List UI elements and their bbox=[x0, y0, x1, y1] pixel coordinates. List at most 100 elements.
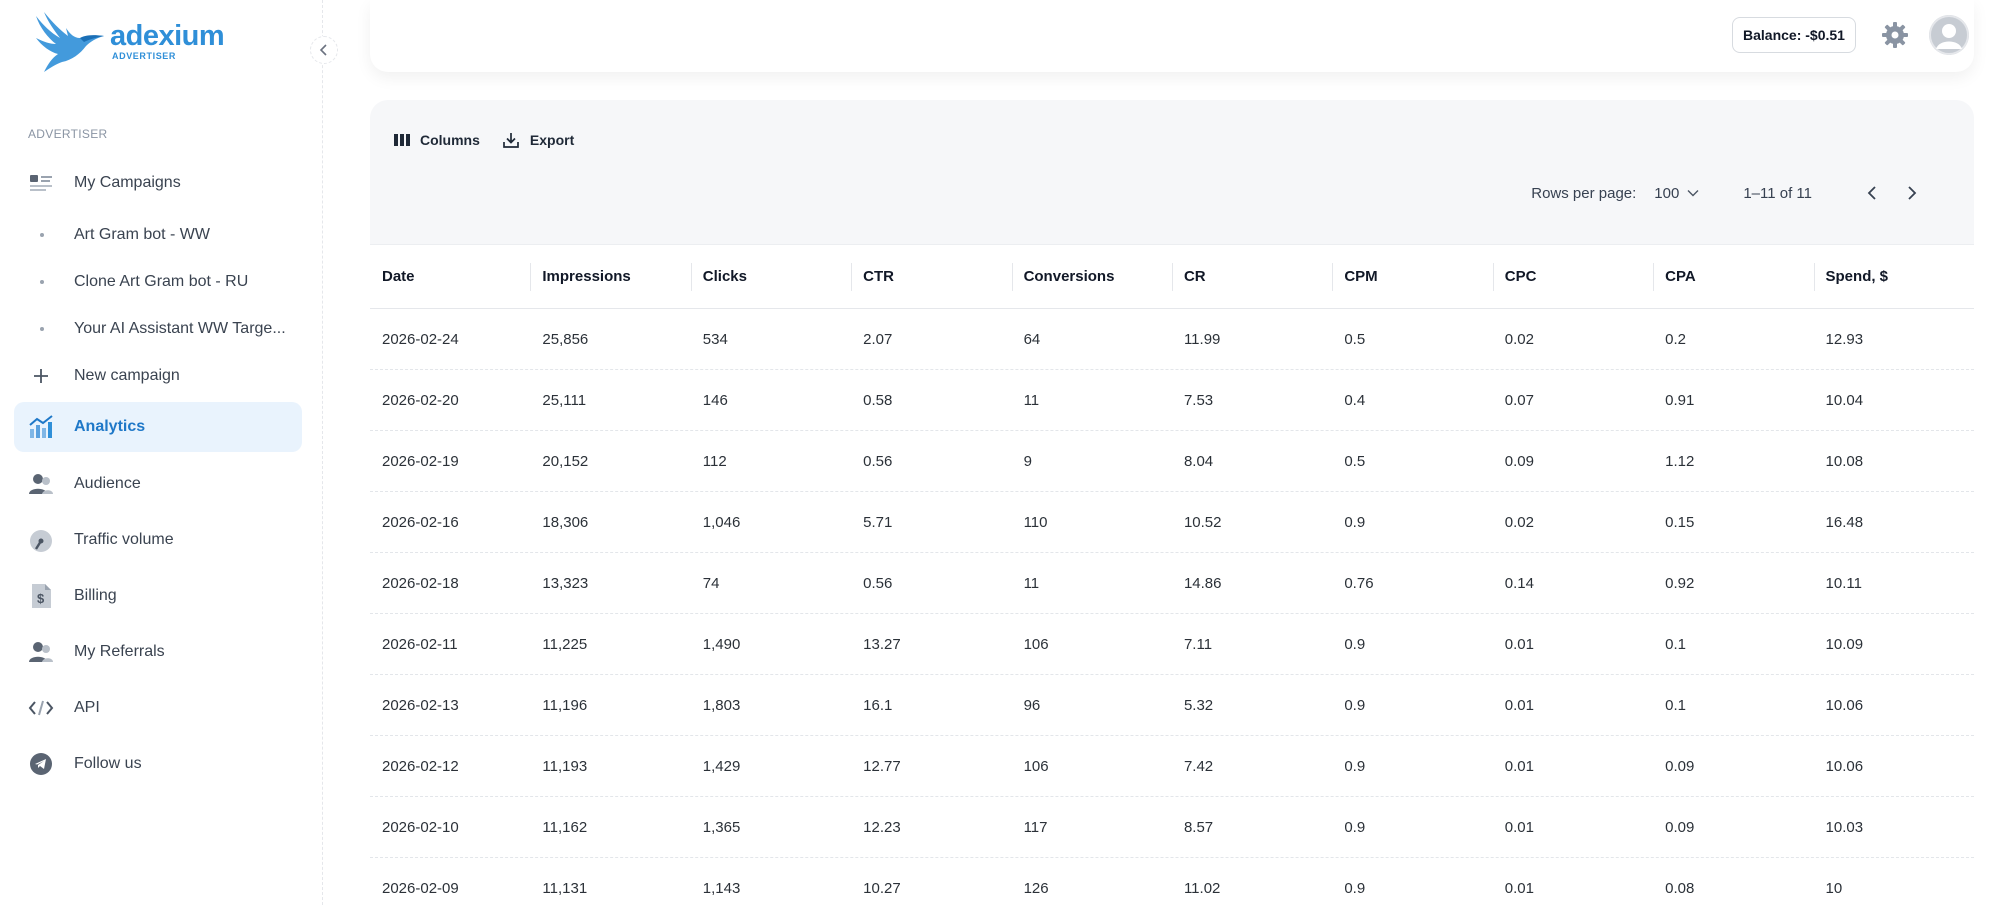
sidebar-item-campaign-clone-art-gram-ru[interactable]: Clone Art Gram bot - RU bbox=[14, 257, 302, 307]
table-cell: 25,856 bbox=[542, 330, 589, 348]
table-cell: 10.08 bbox=[1825, 452, 1864, 470]
sidebar-collapse-button[interactable] bbox=[310, 36, 338, 64]
table-cell: 0.1 bbox=[1665, 635, 1686, 653]
sidebar-item-my-campaigns[interactable]: My Campaigns bbox=[14, 158, 302, 208]
table-cell: 0.9 bbox=[1344, 696, 1366, 714]
rows-per-page-select[interactable]: 100 bbox=[1654, 185, 1699, 202]
sidebar-item-analytics[interactable]: Analytics bbox=[14, 402, 302, 452]
sidebar: adexium ADVERTISER ADVERTISER My Campaig… bbox=[0, 0, 323, 905]
balance-badge[interactable]: Balance: -$0.51 bbox=[1732, 17, 1856, 53]
sidebar-item-follow-us[interactable]: Follow us bbox=[14, 739, 302, 789]
table-cell: 2026-02-10 bbox=[382, 818, 459, 836]
table-row[interactable]: 2026-02-18 13,323 74 0.56 11 14.86 0.76 0.14 0.9… bbox=[370, 553, 1974, 614]
table-cell: 0.09 bbox=[1665, 818, 1695, 836]
previous-page-button[interactable] bbox=[1858, 179, 1886, 207]
column-header-clicks[interactable]: Clicks bbox=[690, 245, 851, 309]
table-cell: 2.07 bbox=[863, 330, 893, 348]
table-cell: 0.56 bbox=[863, 452, 893, 470]
table-cell: 64 bbox=[1023, 330, 1041, 348]
sidebar-item-label: New campaign bbox=[74, 367, 180, 384]
table-cell: 0.01 bbox=[1504, 696, 1534, 714]
table-cell: 117 bbox=[1023, 818, 1048, 836]
sidebar-item-label: Clone Art Gram bot - RU bbox=[74, 273, 249, 290]
table-cell: 146 bbox=[702, 391, 728, 409]
brand-sub: ADVERTISER bbox=[112, 51, 177, 61]
table-row[interactable]: 2026-02-12 11,193 1,429 12.77 106 7.42 0.9 0.01… bbox=[370, 736, 1974, 797]
table-cell: 0.92 bbox=[1665, 574, 1695, 592]
table-cell: 14.86 bbox=[1183, 574, 1222, 592]
table-cell: 0.1 bbox=[1665, 696, 1686, 714]
dollar-doc-icon: $ bbox=[28, 583, 54, 609]
table-body: 2026-02-24 25,856 534 2.07 64 11.99 0.5 0.02 0.2… bbox=[370, 309, 1974, 905]
telegram-icon bbox=[28, 751, 54, 777]
table-cell: 0.02 bbox=[1504, 330, 1534, 348]
settings-button[interactable] bbox=[1880, 20, 1910, 50]
export-button[interactable]: Export bbox=[500, 126, 576, 154]
table-row[interactable]: 2026-02-10 11,162 1,365 12.23 117 8.57 0.9 0.01… bbox=[370, 797, 1974, 858]
column-header-date[interactable]: Date bbox=[382, 268, 415, 285]
sidebar-item-campaign-art-gram-ww[interactable]: Art Gram bot - WW bbox=[14, 210, 302, 260]
sidebar-item-traffic-volume[interactable]: Traffic volume bbox=[14, 515, 302, 565]
rows-per-page-value: 100 bbox=[1654, 184, 1680, 202]
table-cell: 0.02 bbox=[1504, 513, 1534, 531]
table-cell: 16.48 bbox=[1825, 513, 1864, 531]
table-row[interactable]: 2026-02-24 25,856 534 2.07 64 11.99 0.5 0.02 0.2… bbox=[370, 309, 1974, 370]
table-cell: 0.9 bbox=[1344, 818, 1366, 836]
sidebar-item-audience[interactable]: Audience bbox=[14, 459, 302, 509]
next-page-button[interactable] bbox=[1898, 179, 1926, 207]
export-button-label: Export bbox=[529, 132, 575, 148]
table-cell: 5.71 bbox=[863, 513, 893, 531]
columns-button-label: Columns bbox=[420, 132, 480, 148]
column-header-impressions[interactable]: Impressions bbox=[530, 245, 690, 309]
table-cell: 106 bbox=[1023, 635, 1049, 653]
table-cell: 13,323 bbox=[542, 574, 589, 592]
table-row[interactable]: 2026-02-13 11,196 1,803 16.1 96 5.32 0.9 0.01 0.… bbox=[370, 675, 1974, 736]
code-icon bbox=[28, 695, 54, 721]
table-cell: 11,193 bbox=[542, 757, 588, 775]
list-icon bbox=[28, 170, 54, 196]
column-header-ctr[interactable]: CTR bbox=[851, 245, 1011, 309]
table-cell: 1,143 bbox=[702, 879, 741, 897]
table-cell: 12.93 bbox=[1825, 330, 1864, 348]
table-cell: 1,046 bbox=[702, 513, 741, 531]
user-avatar-button[interactable] bbox=[1929, 15, 1969, 55]
table-cell: 2026-02-24 bbox=[382, 330, 459, 348]
columns-button[interactable]: Columns bbox=[392, 126, 482, 154]
user-avatar-icon bbox=[1929, 15, 1969, 55]
sidebar-item-campaign-ai-assistant[interactable]: Your AI Assistant WW Targe... bbox=[14, 304, 302, 354]
table-cell: 0.9 bbox=[1344, 879, 1366, 897]
sidebar-item-my-referrals[interactable]: My Referrals bbox=[14, 627, 302, 677]
brand-logo[interactable]: adexium ADVERTISER bbox=[30, 6, 230, 76]
table-cell: 0.08 bbox=[1665, 879, 1695, 897]
table-row[interactable]: 2026-02-19 20,152 112 0.56 9 8.04 0.5 0.09 1.12 1… bbox=[370, 431, 1974, 492]
chevron-left-icon bbox=[1867, 186, 1876, 200]
table-cell: 110 bbox=[1023, 513, 1048, 531]
sidebar-item-new-campaign[interactable]: New campaign bbox=[14, 351, 302, 401]
column-header-cr[interactable]: CR bbox=[1171, 245, 1332, 309]
table-cell: 0.2 bbox=[1665, 330, 1686, 348]
table-cell: 2026-02-20 bbox=[382, 391, 459, 409]
column-header-cpc[interactable]: CPC bbox=[1492, 245, 1653, 309]
table-row[interactable]: 2026-02-09 11,131 1,143 10.27 126 11.02 0.9 0.0… bbox=[370, 858, 1974, 905]
chevron-right-icon bbox=[1908, 186, 1917, 200]
bullet-icon bbox=[40, 280, 44, 284]
chevron-left-icon bbox=[319, 44, 327, 56]
column-header-cpa[interactable]: CPA bbox=[1653, 245, 1813, 309]
bullet-icon bbox=[40, 233, 44, 237]
table-cell: 1.12 bbox=[1665, 452, 1695, 470]
sidebar-item-api[interactable]: API bbox=[14, 683, 302, 733]
table-cell: 534 bbox=[702, 330, 728, 348]
table-row[interactable]: 2026-02-11 11,225 1,490 13.27 106 7.11 0.9 0.01… bbox=[370, 614, 1974, 675]
column-header-spend[interactable]: Spend, $ bbox=[1813, 245, 1974, 309]
table-cell: 0.9 bbox=[1344, 757, 1366, 775]
sidebar-item-billing[interactable]: $ Billing bbox=[14, 571, 302, 621]
column-header-cpm[interactable]: CPM bbox=[1332, 245, 1492, 309]
people-icon bbox=[28, 639, 54, 665]
table-cell: 106 bbox=[1023, 757, 1049, 775]
table-row[interactable]: 2026-02-20 25,111 146 0.58 11 7.53 0.4 0.07 0.91… bbox=[370, 370, 1974, 431]
table-row[interactable]: 2026-02-16 18,306 1,046 5.71 110 10.52 0.9 0.02… bbox=[370, 492, 1974, 553]
analytics-data-table: Date Impressions Clicks CTR Conversions CR CPM… bbox=[370, 244, 1974, 905]
table-cell: 0.09 bbox=[1665, 757, 1695, 775]
column-header-conversions[interactable]: Conversions bbox=[1011, 245, 1172, 309]
